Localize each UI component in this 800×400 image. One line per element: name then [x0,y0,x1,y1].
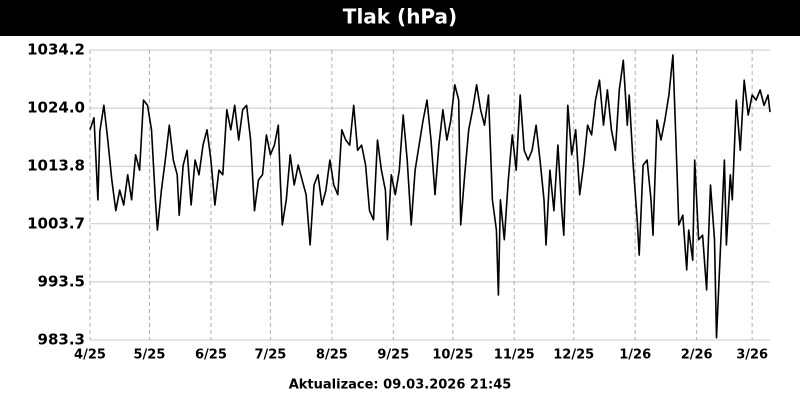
y-tick-label: 983.3 [38,331,85,349]
x-tick-label: 7/25 [254,348,286,363]
x-tick-label: 11/25 [494,348,535,363]
x-tick-label: 9/25 [377,348,409,363]
footer: Aktualizace: 09.03.2026 21:45 [289,378,512,393]
x-tick-label: 2/26 [681,348,713,363]
x-tick-label: 8/25 [316,348,348,363]
x-tick-label: 5/25 [134,348,166,363]
y-tick-label: 1003.7 [27,214,85,232]
chart-title: Tlak (hPa) [343,5,457,29]
y-tick-label: 993.5 [38,272,85,290]
title-bar [0,0,800,36]
x-tick-label: 1/26 [619,348,651,363]
x-tick-label: 12/25 [553,348,594,363]
x-tick-label: 3/26 [736,348,768,363]
x-tick-label: 4/25 [74,348,106,363]
y-tick-label: 1013.8 [27,157,85,175]
x-tick-label: 10/25 [432,348,473,363]
x-tick-label: 6/25 [195,348,227,363]
line [89,54,771,339]
y-tick-label: 1024.0 [27,99,85,117]
y-tick-label: 1034.2 [27,41,85,59]
